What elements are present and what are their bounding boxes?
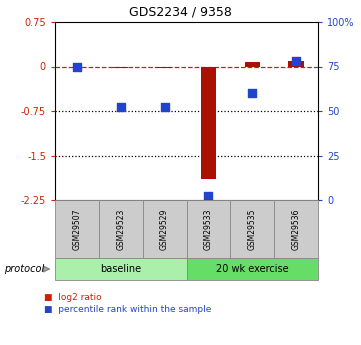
Bar [157, 67, 172, 68]
Text: 20 wk exercise: 20 wk exercise [216, 264, 288, 274]
Point [249, 90, 255, 96]
Text: GSM29523: GSM29523 [116, 208, 125, 250]
Text: baseline: baseline [100, 264, 141, 274]
Point [293, 58, 299, 64]
Text: protocol: protocol [4, 264, 44, 274]
Text: GSM29529: GSM29529 [160, 208, 169, 250]
Bar [201, 67, 216, 179]
Point [118, 105, 123, 110]
Point [162, 105, 168, 110]
Text: GSM29507: GSM29507 [73, 208, 82, 250]
Text: GSM29536: GSM29536 [292, 208, 301, 250]
Bar [288, 61, 304, 67]
Point [74, 64, 80, 69]
Text: GDS2234 / 9358: GDS2234 / 9358 [129, 6, 232, 19]
Text: ■  percentile rank within the sample: ■ percentile rank within the sample [44, 306, 212, 315]
Text: GSM29533: GSM29533 [204, 208, 213, 250]
Bar [113, 67, 129, 68]
Text: GSM29535: GSM29535 [248, 208, 257, 250]
Point [205, 194, 211, 199]
Bar [245, 62, 260, 67]
Text: ■  log2 ratio: ■ log2 ratio [44, 294, 102, 303]
